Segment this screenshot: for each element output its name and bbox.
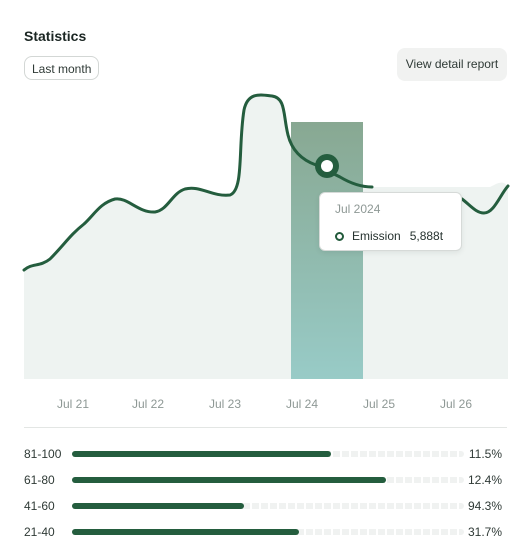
range-progress-fill [72,451,331,457]
range-progress-fill [72,503,245,509]
period-filter-button[interactable]: Last month [24,56,100,80]
range-percent: 94.3% [467,499,502,513]
range-progress-fill [72,477,386,483]
tooltip-series-row: Emission 5,888t [335,229,443,243]
emission-line [22,93,374,272]
range-progress-track [72,529,464,535]
tooltip-value: 5,888t [409,229,444,243]
x-axis: Jul 21 Jul 22 Jul 23 Jul 24 Jul 25 Jul 2… [0,397,531,413]
range-row: 41-60 94.3% [0,498,531,514]
range-percent: 12.4% [467,473,502,487]
emission-line-tail [460,184,510,215]
range-label: 21-40 [24,525,55,539]
range-progress-fill [72,529,300,535]
x-axis-label: Jul 23 [208,397,242,411]
range-progress-track [72,451,464,457]
range-percent: 31.7% [467,525,502,539]
range-row: 61-80 12.4% [0,472,531,488]
x-axis-label: Jul 25 [362,397,396,411]
range-progress-track [72,477,464,483]
range-percent: 11.5% [468,447,502,461]
active-point-inner [321,160,333,172]
range-label: 81-100 [24,447,62,461]
section-divider [24,427,507,428]
range-progress-track [72,503,464,509]
statistics-title: Statistics [24,28,87,44]
x-axis-label: Jul 26 [439,397,473,411]
chart-area-fill [24,94,508,379]
x-axis-label: Jul 24 [285,397,319,411]
range-row: 21-40 31.7% [0,524,531,540]
series-dot-icon [335,231,344,241]
x-axis-label: Jul 22 [131,397,165,411]
value-tooltip: Jul 2024 Emission 5,888t [319,192,462,251]
tooltip-series-label: Emission [352,229,401,243]
range-label: 61-80 [24,473,55,487]
x-axis-label: Jul 21 [56,397,90,411]
tooltip-date: Jul 2024 [335,202,381,216]
range-row: 81-100 11.5% [0,446,531,462]
view-detail-report-button[interactable]: View detail report [397,48,507,81]
range-label: 41-60 [24,499,55,513]
